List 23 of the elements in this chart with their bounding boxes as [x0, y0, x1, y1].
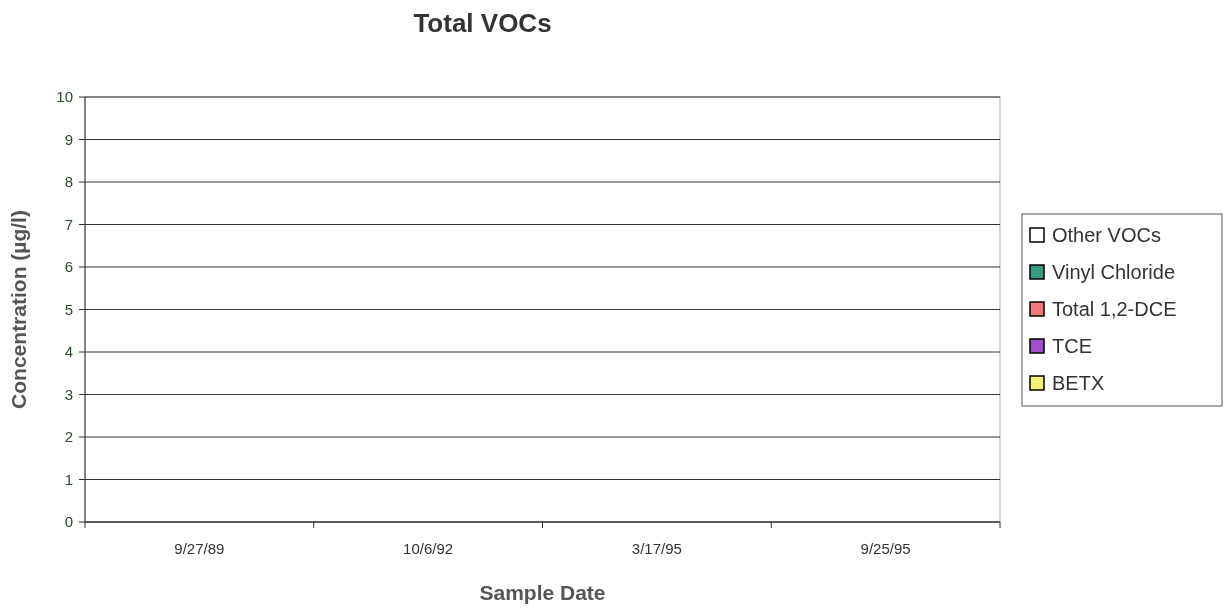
y-tick-label: 0 — [64, 513, 73, 531]
y-tick-label: 9 — [64, 130, 73, 148]
x-tick-label: 10/6/92 — [403, 540, 454, 557]
y-tick-label: 1 — [64, 470, 73, 488]
legend-label: TCE — [1052, 335, 1092, 357]
x-axis-title: Sample Date — [479, 581, 606, 604]
x-tick-label: 9/25/95 — [860, 540, 911, 557]
y-axis-title: Concentration (µg/l) — [7, 210, 30, 409]
legend-label: BETX — [1052, 372, 1105, 394]
y-tick-label: 4 — [64, 343, 73, 361]
y-tick-label: 5 — [64, 300, 73, 318]
chart-title: Total VOCs — [413, 8, 552, 38]
y-tick-label: 6 — [64, 258, 73, 276]
y-tick-label: 3 — [64, 385, 73, 403]
y-tick-label: 2 — [64, 428, 73, 446]
legend-label: Total 1,2-DCE — [1052, 298, 1177, 320]
x-tick-label: 3/17/95 — [631, 540, 682, 557]
y-tick-label: 10 — [56, 88, 73, 106]
legend-label: Other VOCs — [1052, 224, 1161, 246]
y-tick-label: 8 — [64, 173, 73, 191]
y-tick-label: 7 — [64, 215, 73, 233]
x-tick-label: 9/27/89 — [174, 540, 225, 557]
legend-label: Vinyl Chloride — [1052, 261, 1176, 283]
